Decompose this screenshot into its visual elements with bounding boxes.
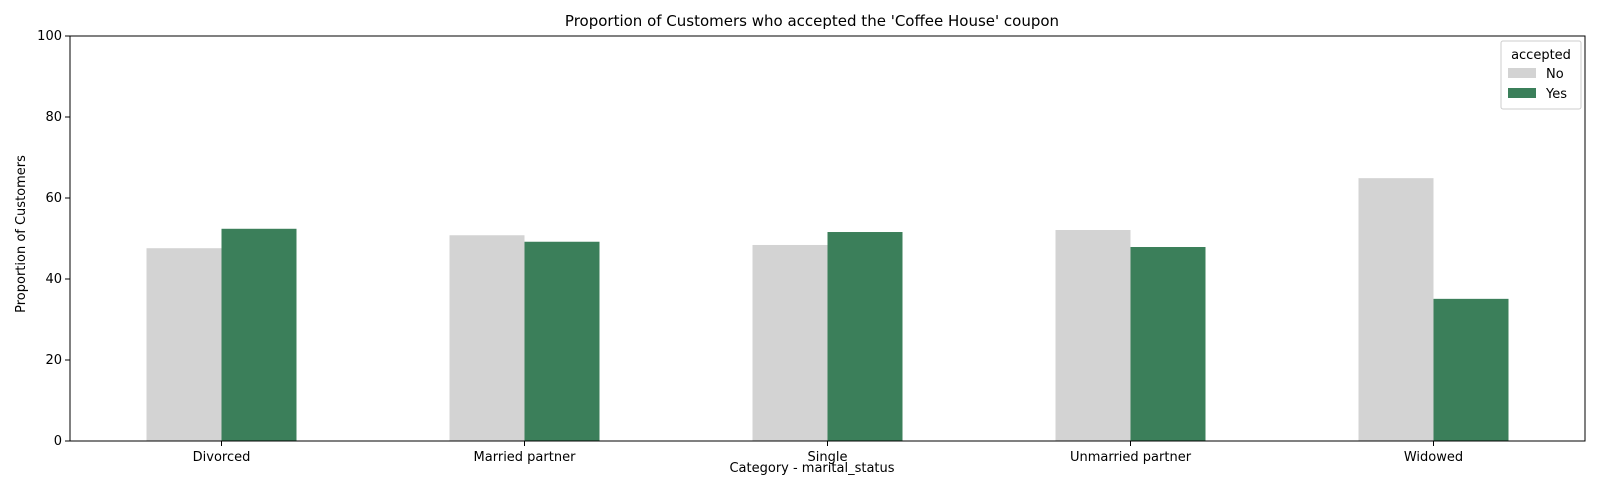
bar-no-widowed bbox=[1358, 178, 1434, 441]
legend-title: accepted bbox=[1511, 48, 1571, 63]
bar-no-divorced bbox=[146, 248, 222, 441]
y-tick-label: 80 bbox=[45, 110, 62, 125]
y-tick-label: 0 bbox=[54, 434, 62, 449]
legend-swatch-yes bbox=[1508, 88, 1536, 98]
legend-label-no: No bbox=[1546, 67, 1564, 82]
x-tick-label: Divorced bbox=[193, 450, 251, 465]
bar-no-married-partner bbox=[449, 235, 525, 441]
x-tick-label: Unmarried partner bbox=[1070, 450, 1192, 465]
plot-area: 0 20 40 60 80 100 Divorced Married partner Singl… bbox=[37, 29, 1586, 465]
bar-yes-married-partner bbox=[524, 241, 600, 441]
bar-yes-widowed bbox=[1433, 298, 1509, 441]
bar-yes-single bbox=[827, 232, 903, 441]
x-tick-label: Single bbox=[808, 450, 848, 465]
y-axis-label: Proportion of Customers bbox=[14, 155, 29, 313]
y-tick-label: 20 bbox=[45, 353, 62, 368]
y-tick-label: 40 bbox=[45, 272, 62, 287]
x-axis-label: Category - marital_status bbox=[729, 461, 894, 476]
x-tick-label: Married partner bbox=[474, 450, 577, 465]
y-tick-label: 100 bbox=[37, 29, 62, 44]
bar-yes-divorced bbox=[221, 228, 297, 441]
y-tick-label: 60 bbox=[45, 191, 62, 206]
bar-yes-unmarried-partner bbox=[1130, 247, 1206, 441]
chart-title: Proportion of Customers who accepted the… bbox=[565, 12, 1059, 30]
legend-label-yes: Yes bbox=[1545, 87, 1567, 102]
bar-no-single bbox=[752, 244, 828, 441]
x-tick-label: Widowed bbox=[1404, 450, 1463, 465]
legend: accepted No Yes bbox=[1500, 40, 1582, 110]
legend-swatch-no bbox=[1508, 68, 1536, 78]
bar-no-unmarried-partner bbox=[1055, 229, 1131, 441]
